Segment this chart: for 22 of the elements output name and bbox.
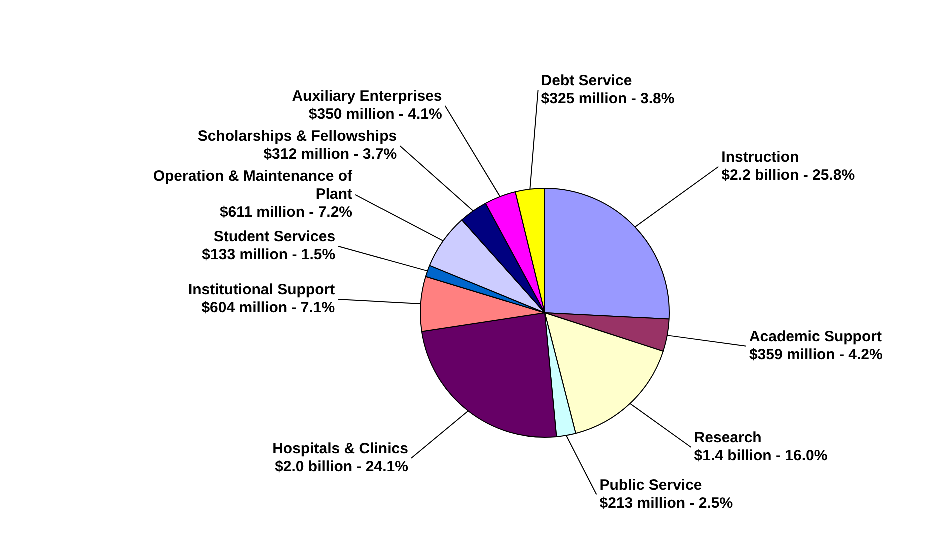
text: $1.4 billion - 16.0%: [694, 448, 828, 465]
slice-label: Instruction: [722, 149, 800, 166]
text: $359 million - 4.2%: [749, 346, 883, 364]
slice-label: Institutional Support: [188, 282, 336, 299]
text: $213 million - 2.5%: [600, 494, 734, 512]
text: $312 million - 3.7%: [264, 146, 398, 164]
slice-label: Public Service: [600, 476, 702, 494]
slice-label: Research: [694, 430, 762, 447]
text: $350 million - 4.1%: [308, 106, 442, 124]
slice-label: Operation & Maintenance of Plant: [153, 168, 354, 204]
text: $325 million - 3.8%: [541, 90, 675, 108]
text: $604 million - 7.1%: [202, 300, 336, 317]
text: $2.0 billion - 24.1%: [275, 458, 408, 476]
text: $133 million - 1.5%: [202, 246, 336, 264]
text: $611 million - 7.2%: [220, 204, 353, 222]
slice-label: Hospitals & Clinics: [272, 440, 408, 458]
slice-label: Scholarships & Fellowships: [198, 128, 398, 146]
slice-label: Auxiliary Enterprises: [292, 88, 442, 106]
slice-label: Student Services: [214, 228, 336, 246]
slice-label: Debt Service: [541, 72, 632, 90]
text: $2.2 billion - 25.8%: [722, 167, 856, 184]
slice-label: Academic Support: [749, 328, 882, 346]
